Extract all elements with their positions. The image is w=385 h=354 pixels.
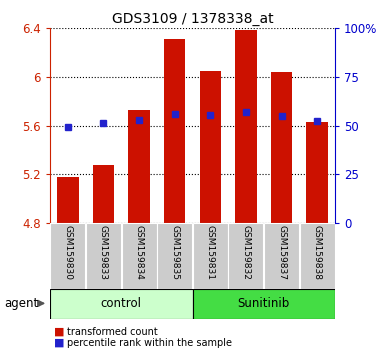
Bar bbox=[193, 223, 228, 289]
Bar bbox=[93, 165, 114, 223]
Bar bbox=[306, 122, 328, 223]
Bar bbox=[164, 39, 186, 223]
Bar bbox=[300, 223, 335, 289]
Text: GSM159832: GSM159832 bbox=[241, 225, 250, 280]
Text: GSM159838: GSM159838 bbox=[313, 225, 321, 280]
Bar bbox=[86, 223, 121, 289]
Text: Sunitinib: Sunitinib bbox=[238, 297, 290, 310]
Bar bbox=[128, 110, 150, 223]
Text: GSM159833: GSM159833 bbox=[99, 225, 108, 280]
Bar bbox=[271, 72, 292, 223]
Bar bbox=[122, 223, 157, 289]
Text: agent: agent bbox=[4, 297, 38, 310]
Bar bbox=[57, 177, 79, 223]
Text: ■: ■ bbox=[54, 338, 64, 348]
Text: ■: ■ bbox=[54, 327, 64, 337]
Text: control: control bbox=[101, 297, 142, 310]
Text: GSM159837: GSM159837 bbox=[277, 225, 286, 280]
Text: GSM159834: GSM159834 bbox=[135, 225, 144, 280]
Text: percentile rank within the sample: percentile rank within the sample bbox=[67, 338, 233, 348]
Text: GSM159830: GSM159830 bbox=[64, 225, 72, 280]
Bar bbox=[228, 223, 263, 289]
Text: GSM159835: GSM159835 bbox=[170, 225, 179, 280]
Bar bbox=[264, 223, 299, 289]
Bar bbox=[235, 29, 257, 223]
Bar bbox=[50, 289, 192, 319]
Bar bbox=[199, 71, 221, 223]
Title: GDS3109 / 1378338_at: GDS3109 / 1378338_at bbox=[112, 12, 273, 26]
Bar bbox=[50, 223, 85, 289]
Bar bbox=[157, 223, 192, 289]
Text: transformed count: transformed count bbox=[67, 327, 158, 337]
Text: GSM159831: GSM159831 bbox=[206, 225, 215, 280]
Bar bbox=[192, 289, 335, 319]
